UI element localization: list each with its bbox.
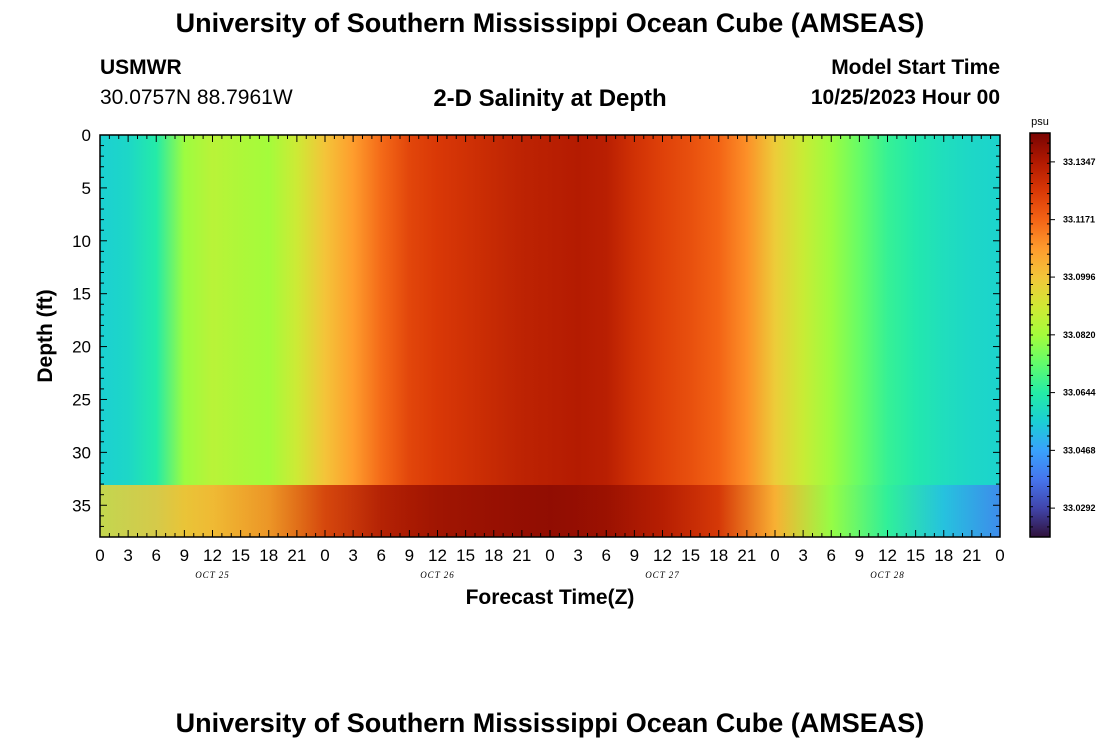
y-tick-label: 10: [72, 232, 91, 251]
y-tick-label: 20: [72, 338, 91, 357]
x-tick-label: 21: [512, 546, 531, 565]
x-tick-label: 18: [934, 546, 953, 565]
x-tick-label: 15: [681, 546, 700, 565]
x-day-label: OCT 28: [870, 570, 905, 580]
x-tick-label: 3: [573, 546, 582, 565]
model-start-value: 10/25/2023 Hour 00: [810, 86, 1000, 109]
x-tick-label: 6: [602, 546, 611, 565]
x-tick-label: 3: [123, 546, 132, 565]
x-tick-label: 3: [348, 546, 357, 565]
x-tick-label: 3: [798, 546, 807, 565]
colorbar-tick-label: 33.0468: [1063, 445, 1096, 455]
footer-title: University of Southern Mississippi Ocean…: [175, 708, 925, 738]
x-tick-label: 9: [630, 546, 639, 565]
x-tick-label: 6: [377, 546, 386, 565]
y-tick-label: 25: [72, 390, 91, 409]
y-tick-label: 5: [82, 179, 91, 198]
chart-title: University of Southern Mississippi Ocean…: [175, 8, 925, 38]
x-tick-label: 0: [545, 546, 554, 565]
x-tick-label: 12: [203, 546, 222, 565]
colorbar-tick-label: 33.1347: [1063, 157, 1096, 167]
station-location: 30.0757N 88.7961W: [100, 86, 293, 109]
colorbar-tick-label: 33.1171: [1063, 215, 1095, 225]
y-axis-label: Depth (ft): [34, 289, 57, 382]
x-tick-label: 9: [855, 546, 864, 565]
y-tick-label: 15: [72, 285, 91, 304]
x-tick-label: 18: [484, 546, 503, 565]
x-day-label: OCT 25: [195, 570, 230, 580]
x-day-label: OCT 26: [420, 570, 455, 580]
x-tick-label: 15: [456, 546, 475, 565]
x-tick-label: 0: [770, 546, 779, 565]
y-tick-label: 0: [82, 126, 91, 145]
heatmap-upper-layer: [100, 135, 1000, 485]
y-tick-label: 35: [72, 496, 91, 515]
x-tick-label: 21: [962, 546, 981, 565]
x-axis-label: Forecast Time(Z): [466, 586, 635, 609]
x-tick-label: 18: [709, 546, 728, 565]
x-tick-label: 9: [405, 546, 414, 565]
x-tick-label: 18: [259, 546, 278, 565]
x-day-label: OCT 27: [645, 570, 680, 580]
x-tick-label: 12: [428, 546, 447, 565]
colorbar-tick-label: 33.0996: [1063, 272, 1096, 282]
x-tick-label: 15: [906, 546, 925, 565]
x-tick-label: 0: [320, 546, 329, 565]
x-tick-label: 21: [287, 546, 306, 565]
x-tick-label: 0: [95, 546, 104, 565]
colorbar-tick-label: 33.0820: [1063, 330, 1096, 340]
colorbar-tick-label: 33.0644: [1063, 388, 1096, 398]
x-tick-label: 0: [995, 546, 1004, 565]
x-tick-label: 12: [653, 546, 672, 565]
heatmap-plot-area: [100, 135, 1000, 537]
x-tick-label: 9: [180, 546, 189, 565]
x-tick-label: 12: [878, 546, 897, 565]
model-start-label: Model Start Time: [831, 56, 1000, 79]
colorbar-unit: psu: [1031, 116, 1049, 128]
x-tick-label: 15: [231, 546, 250, 565]
x-tick-label: 21: [737, 546, 756, 565]
colorbar-tick-label: 33.0292: [1063, 503, 1096, 513]
station-id: USMWR: [100, 56, 182, 79]
x-tick-label: 6: [152, 546, 161, 565]
chart-subtitle: 2-D Salinity at Depth: [433, 85, 667, 112]
heatmap-bottom-layer: [100, 485, 1000, 537]
y-tick-label: 30: [72, 443, 91, 462]
x-tick-label: 6: [827, 546, 836, 565]
